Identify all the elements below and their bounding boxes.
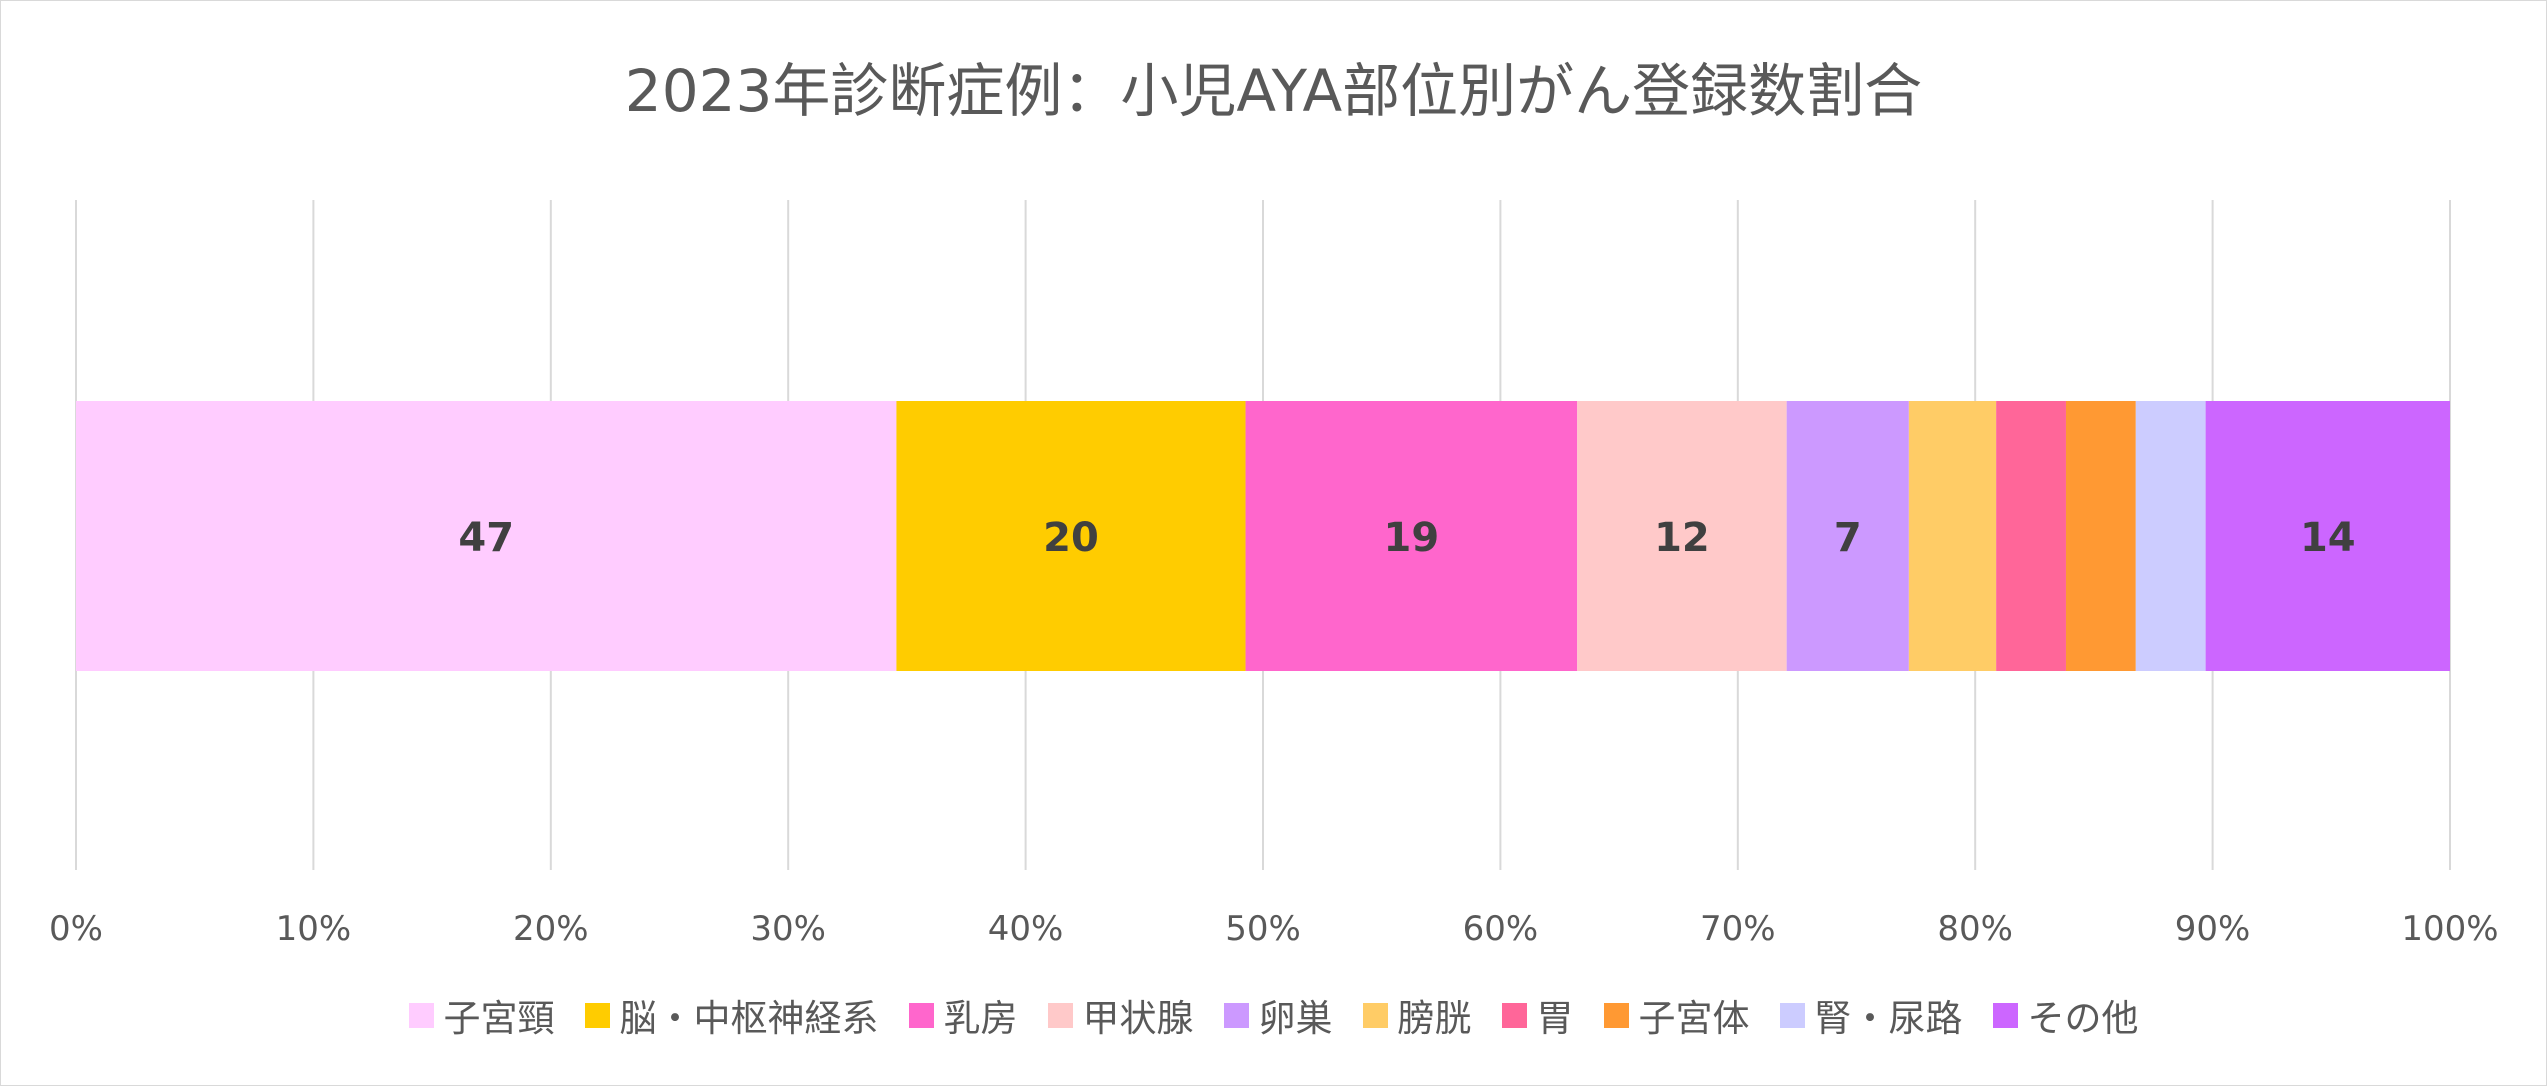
legend-label: その他 (2027, 997, 2139, 1040)
x-tick-label: 60% (1463, 909, 1539, 949)
x-tick-label: 80% (1937, 909, 2013, 949)
data-label: 7 (1834, 515, 1862, 561)
legend-label: 乳房 (943, 997, 1018, 1040)
legend-item: 脳・中枢神経系 (584, 988, 879, 1042)
legend-swatch (908, 1002, 934, 1028)
data-label: 14 (2300, 515, 2356, 561)
data-label: 12 (1654, 515, 1710, 561)
x-tick-label: 90% (2175, 909, 2251, 949)
bar-segment (1908, 401, 1997, 671)
legend-swatch (1992, 1002, 2018, 1028)
legend-swatch (1223, 1002, 1249, 1028)
legend: 子宮頸 脳・中枢神経系 乳房 甲状腺 卵巣 膀胱 胃 子宮体 腎・尿路 その他 (0, 988, 2547, 1042)
legend-label: 子宮体 (1638, 997, 1750, 1040)
legend-item: 子宮体 (1603, 988, 1750, 1042)
legend-item: 乳房 (908, 988, 1018, 1042)
bar-segment (1996, 401, 2066, 671)
x-tick-label: 10% (276, 909, 352, 949)
legend-swatch (584, 1002, 610, 1028)
x-tick-label: 70% (1700, 909, 1776, 949)
bar-segment (1577, 401, 1787, 671)
data-label: 47 (458, 515, 514, 561)
legend-swatch (1047, 1002, 1073, 1028)
x-tick-label: 0% (49, 909, 103, 949)
legend-label: 膀胱 (1397, 997, 1472, 1040)
legend-label: 子宮頸 (443, 997, 555, 1040)
x-tick-label: 50% (1225, 909, 1301, 949)
legend-label: 腎・尿路 (1814, 997, 1963, 1040)
bar-segment (896, 401, 1246, 671)
legend-item: 卵巣 (1223, 988, 1333, 1042)
x-axis-ticks: 0% 10% 20% 30% 40% 50% 60% 70% 80% 90% 100% (49, 909, 2499, 949)
x-tick-label: 100% (2401, 909, 2498, 949)
legend-swatch (1603, 1002, 1629, 1028)
data-labels: 47 20 19 12 7 14 (458, 515, 2355, 561)
legend-label: 脳・中枢神経系 (619, 997, 879, 1040)
bar-segment (2065, 401, 2136, 671)
x-tick-label: 30% (750, 909, 826, 949)
bar-segment (1786, 401, 1909, 671)
legend-swatch (1501, 1002, 1527, 1028)
legend-item: 胃 (1501, 988, 1574, 1042)
data-label: 19 (1384, 515, 1440, 561)
legend-label: 胃 (1536, 997, 1574, 1040)
legend-label: 甲状腺 (1082, 997, 1194, 1040)
legend-item: 腎・尿路 (1779, 988, 1963, 1042)
x-tick-label: 20% (513, 909, 589, 949)
legend-item: 子宮頸 (408, 988, 555, 1042)
legend-item: 甲状腺 (1047, 988, 1194, 1042)
legend-swatch (1362, 1002, 1388, 1028)
legend-item: 膀胱 (1362, 988, 1472, 1042)
bar-segment (2135, 401, 2206, 671)
legend-item: その他 (1992, 988, 2139, 1042)
data-label: 20 (1043, 515, 1099, 561)
x-tick-label: 40% (988, 909, 1064, 949)
legend-swatch (408, 1002, 434, 1028)
stacked-bar (76, 401, 2450, 671)
bar-segment (76, 401, 897, 671)
legend-swatch (1779, 1002, 1805, 1028)
chart-title: 2023年診断症例：小児AYA部位別がん登録数割合 (624, 57, 1923, 125)
legend-label: 卵巣 (1258, 997, 1333, 1040)
bar-segment (2205, 401, 2450, 671)
bar-segment (1245, 401, 1578, 671)
